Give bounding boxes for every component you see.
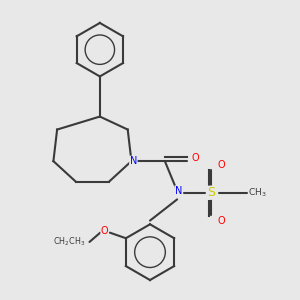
- Text: S: S: [207, 186, 215, 199]
- Text: CH$_2$CH$_3$: CH$_2$CH$_3$: [53, 236, 85, 248]
- Text: O: O: [218, 216, 226, 226]
- Text: CH$_3$: CH$_3$: [248, 187, 267, 199]
- Text: O: O: [101, 226, 109, 236]
- Text: N: N: [175, 186, 182, 196]
- Text: N: N: [130, 156, 137, 166]
- Text: O: O: [191, 153, 199, 163]
- Text: O: O: [218, 160, 226, 170]
